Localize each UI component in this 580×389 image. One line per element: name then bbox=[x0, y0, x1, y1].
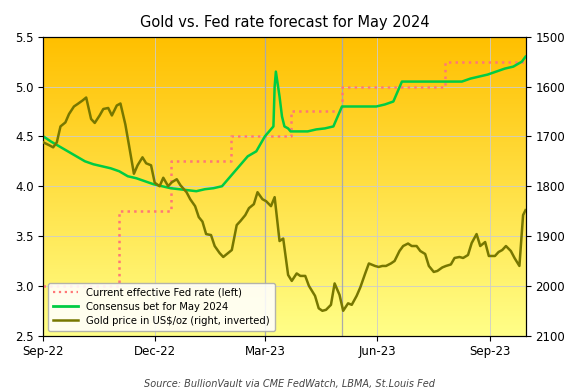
Legend: Current effective Fed rate (left), Consensus bet for May 2024, Gold price in US$: Current effective Fed rate (left), Conse… bbox=[48, 283, 275, 331]
Text: Source: BullionVault via CME FedWatch, LBMA, St.Louis Fed: Source: BullionVault via CME FedWatch, L… bbox=[144, 379, 436, 389]
Title: Gold vs. Fed rate forecast for May 2024: Gold vs. Fed rate forecast for May 2024 bbox=[140, 15, 429, 30]
